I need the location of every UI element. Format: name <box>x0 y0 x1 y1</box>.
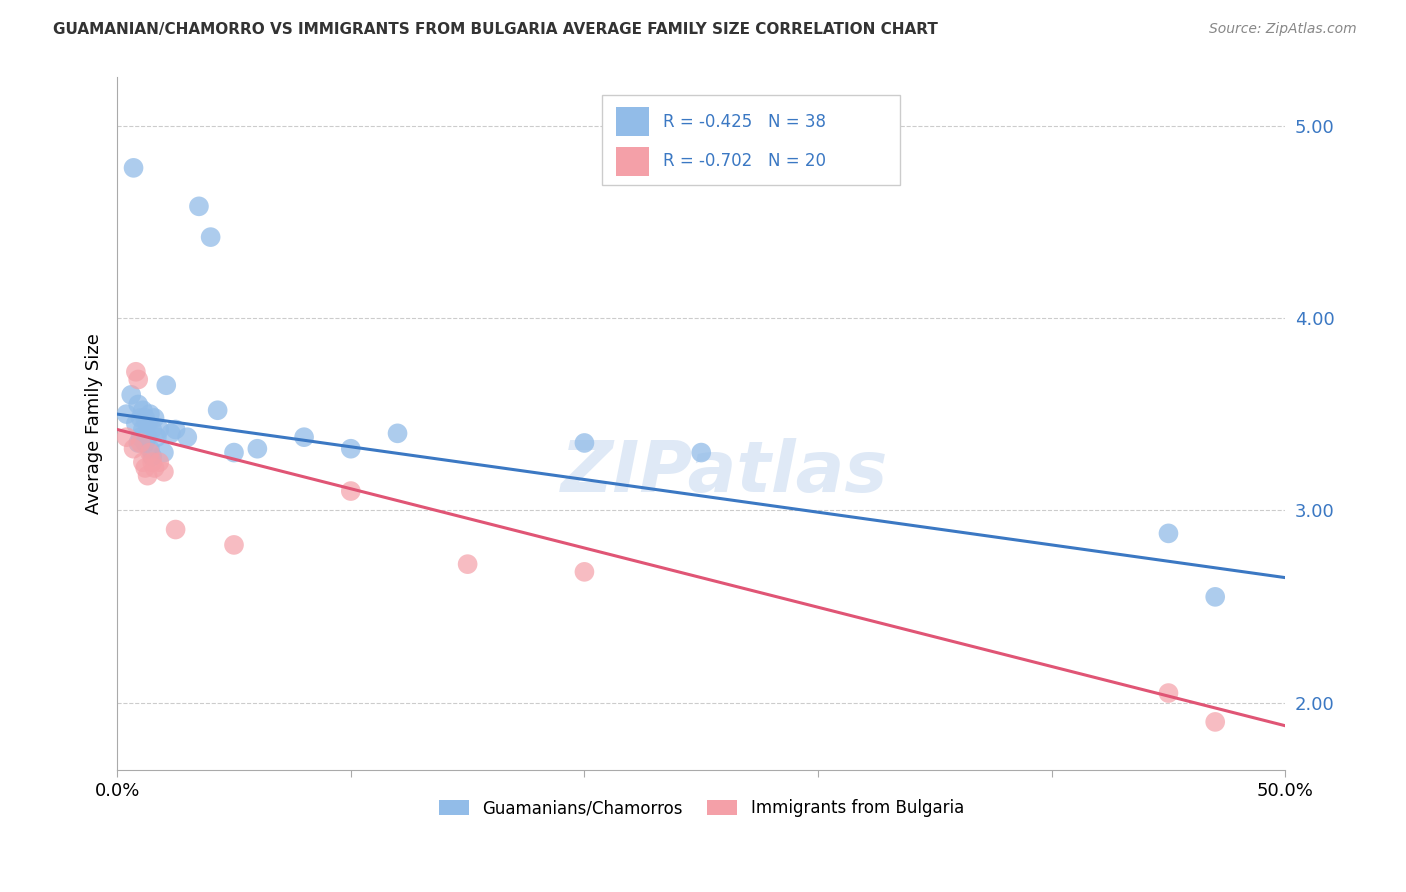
Point <box>165 422 187 436</box>
Point <box>1157 526 1180 541</box>
Point <box>134 461 156 475</box>
Point <box>188 199 211 213</box>
Point <box>115 430 138 444</box>
Point <box>115 407 138 421</box>
Point <box>127 372 149 386</box>
Point <box>125 365 148 379</box>
Point <box>141 422 163 436</box>
Point <box>148 455 170 469</box>
Point <box>1157 686 1180 700</box>
Point <box>132 403 155 417</box>
Point <box>134 436 156 450</box>
Point <box>122 442 145 456</box>
Point <box>136 468 159 483</box>
Point <box>139 407 162 421</box>
Point <box>340 484 363 499</box>
Point <box>246 442 269 456</box>
Point <box>148 422 170 436</box>
Point <box>139 442 162 456</box>
Text: GUAMANIAN/CHAMORRO VS IMMIGRANTS FROM BULGARIA AVERAGE FAMILY SIZE CORRELATION C: GUAMANIAN/CHAMORRO VS IMMIGRANTS FROM BU… <box>53 22 938 37</box>
Text: ZIPatlas: ZIPatlas <box>561 438 889 507</box>
Point <box>129 411 152 425</box>
Point <box>122 161 145 175</box>
Point <box>141 450 163 464</box>
Point <box>134 411 156 425</box>
Point <box>127 436 149 450</box>
Point <box>1204 590 1226 604</box>
Point <box>141 455 163 469</box>
Point <box>139 445 162 459</box>
Point <box>136 417 159 431</box>
Text: Source: ZipAtlas.com: Source: ZipAtlas.com <box>1209 22 1357 37</box>
Point <box>127 397 149 411</box>
Point <box>129 430 152 444</box>
Point <box>120 388 142 402</box>
Point <box>574 565 596 579</box>
Text: R = -0.425   N = 38: R = -0.425 N = 38 <box>662 112 825 130</box>
Text: R = -0.702   N = 20: R = -0.702 N = 20 <box>662 153 825 170</box>
Point <box>143 461 166 475</box>
Point <box>222 445 245 459</box>
Point <box>153 465 176 479</box>
FancyBboxPatch shape <box>602 95 900 185</box>
Point <box>200 230 222 244</box>
Point <box>132 422 155 436</box>
Point <box>222 538 245 552</box>
Point <box>387 426 409 441</box>
Point <box>155 378 177 392</box>
Point <box>136 430 159 444</box>
Point <box>143 411 166 425</box>
Point <box>292 430 315 444</box>
Point <box>574 436 596 450</box>
Legend: Guamanians/Chamorros, Immigrants from Bulgaria: Guamanians/Chamorros, Immigrants from Bu… <box>432 793 970 824</box>
Y-axis label: Average Family Size: Average Family Size <box>86 334 103 514</box>
FancyBboxPatch shape <box>616 107 648 136</box>
Point <box>457 557 479 571</box>
Point <box>129 436 152 450</box>
Point <box>1204 714 1226 729</box>
Point <box>165 523 187 537</box>
Point <box>207 403 229 417</box>
Point <box>160 426 183 441</box>
Point <box>132 455 155 469</box>
Point <box>176 430 198 444</box>
Point <box>690 445 713 459</box>
Point <box>153 445 176 459</box>
Point <box>340 442 363 456</box>
Point <box>125 417 148 431</box>
Point <box>146 430 169 444</box>
FancyBboxPatch shape <box>616 146 648 176</box>
